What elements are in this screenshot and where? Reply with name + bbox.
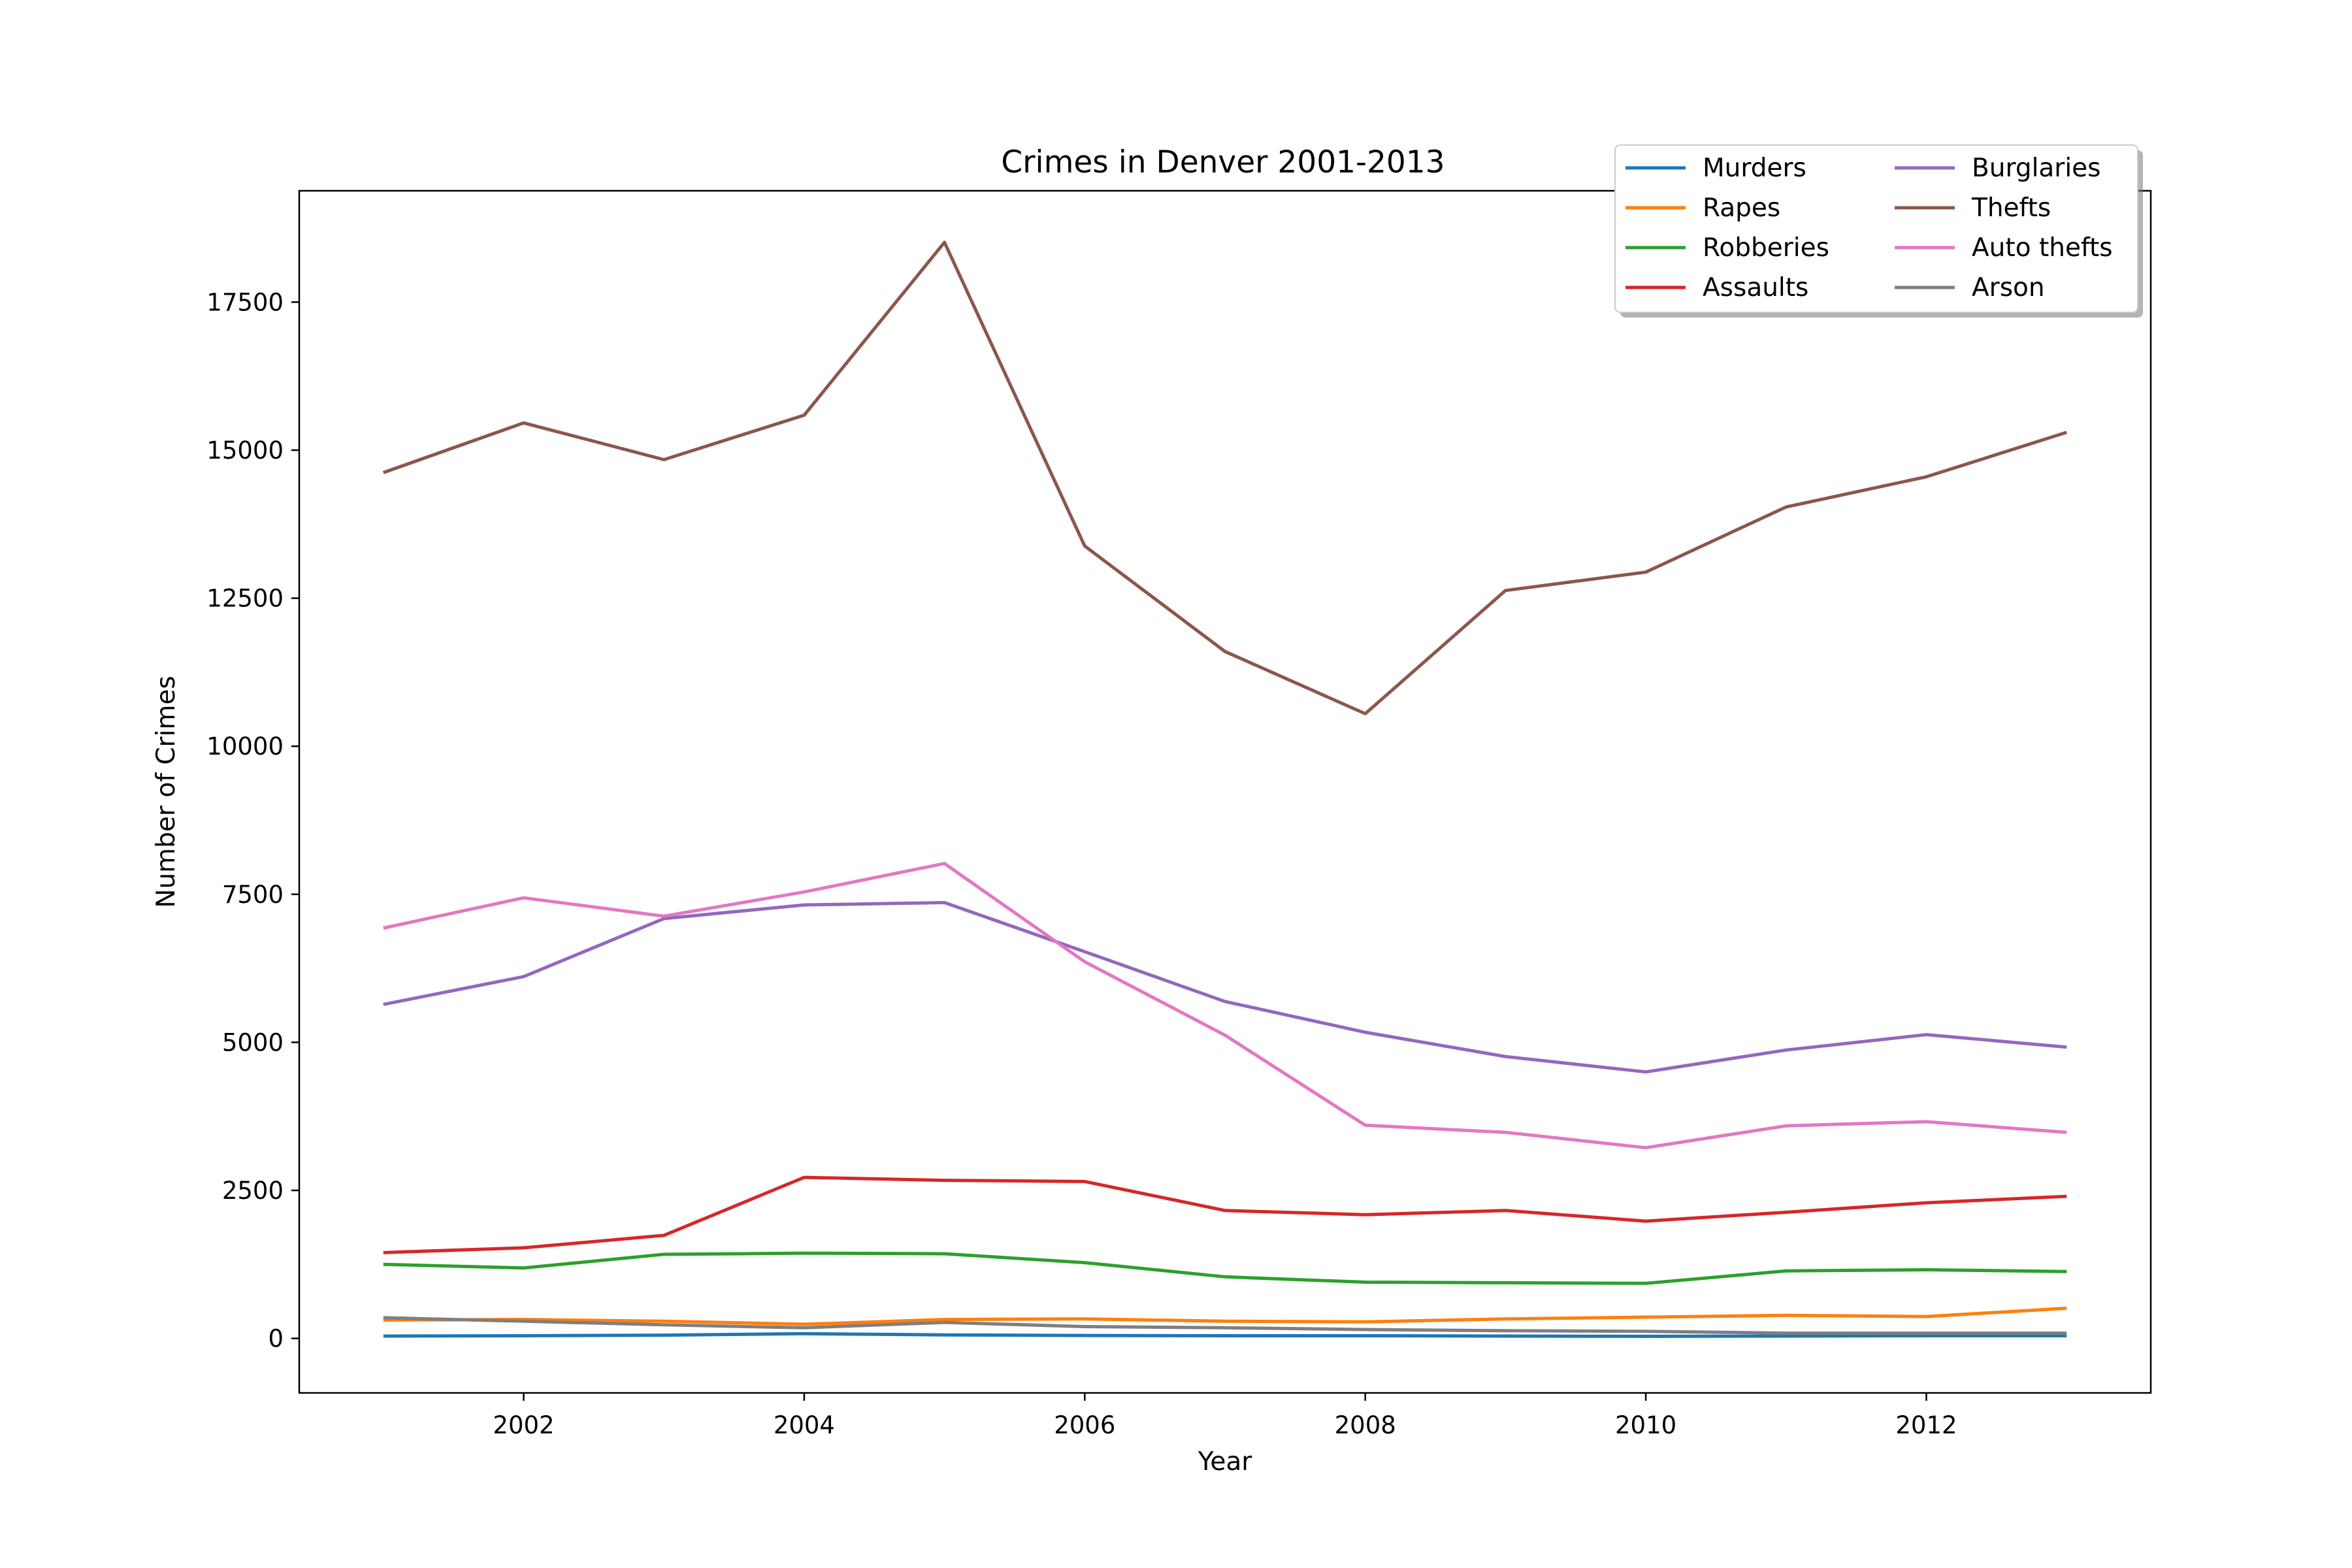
legend-items: Murders Rapes Robberies Assaults Burglaries T… [1625, 154, 2113, 302]
legend-item-burglaries: Burglaries [1895, 154, 2101, 183]
series-line-arson [383, 1316, 2067, 1335]
x-axis: 2002 2004 2006 2008 2010 2012 [493, 1393, 1957, 1439]
legend-item-thefts: Thefts [1895, 193, 2051, 223]
legend-label: Murders [1703, 154, 1806, 183]
series-line-assaults [383, 1175, 2067, 1254]
legend-item-robberies: Robberies [1625, 233, 1829, 263]
x-tick-label: 2002 [493, 1411, 554, 1439]
plot-frame [298, 189, 2152, 1394]
x-axis-label: Year [1198, 1447, 1253, 1477]
x-tick-label: 2010 [1615, 1411, 1676, 1439]
x-tick-label: 2004 [774, 1411, 835, 1439]
legend-item-rapes: Rapes [1625, 193, 1780, 223]
chart-title: Crimes in Denver 2001-2013 [1001, 144, 1445, 180]
legend-item-assaults: Assaults [1625, 273, 1808, 302]
series-line-robberies [383, 1251, 2067, 1285]
legend-label: Rapes [1703, 193, 1780, 223]
series-line-burglaries [383, 901, 2067, 1074]
legend-item-arson: Arson [1895, 273, 2045, 302]
legend-label: Thefts [1971, 193, 2051, 223]
legend: Murders Rapes Robberies Assaults Burglaries T… [1614, 144, 2143, 318]
y-axis-label: Number of Crimes [152, 676, 181, 907]
y-tick-label: 0 [268, 1325, 284, 1353]
legend-item-auto-thefts: Auto thefts [1895, 233, 2113, 263]
y-tick-label: 15000 [206, 436, 284, 465]
legend-box [1614, 144, 2138, 313]
y-axis: 0 2500 5000 7500 10000 12500 15000 17500 [206, 288, 299, 1353]
y-tick-label: 10000 [206, 732, 284, 760]
x-tick-label: 2008 [1335, 1411, 1396, 1439]
series-line-rapes [383, 1306, 2067, 1326]
legend-label: Assaults [1703, 273, 1808, 302]
legend-label: Auto thefts [1972, 233, 2113, 263]
legend-item-murders: Murders [1625, 154, 1806, 183]
y-tick-label: 2500 [222, 1177, 284, 1205]
legend-label: Burglaries [1972, 154, 2101, 183]
series-line-murders [383, 1331, 2067, 1338]
y-tick-label: 12500 [206, 585, 284, 613]
x-tick-label: 2006 [1054, 1411, 1115, 1439]
y-tick-label: 17500 [206, 288, 284, 316]
plot-lines [382, 240, 2067, 1338]
series-line-thefts [382, 240, 2067, 715]
legend-label: Robberies [1703, 233, 1829, 263]
x-tick-label: 2012 [1895, 1411, 1957, 1439]
legend-label: Arson [1972, 273, 2045, 302]
y-tick-label: 5000 [222, 1028, 284, 1056]
series-line-auto-thefts [383, 862, 2067, 1150]
y-tick-label: 7500 [222, 881, 284, 909]
